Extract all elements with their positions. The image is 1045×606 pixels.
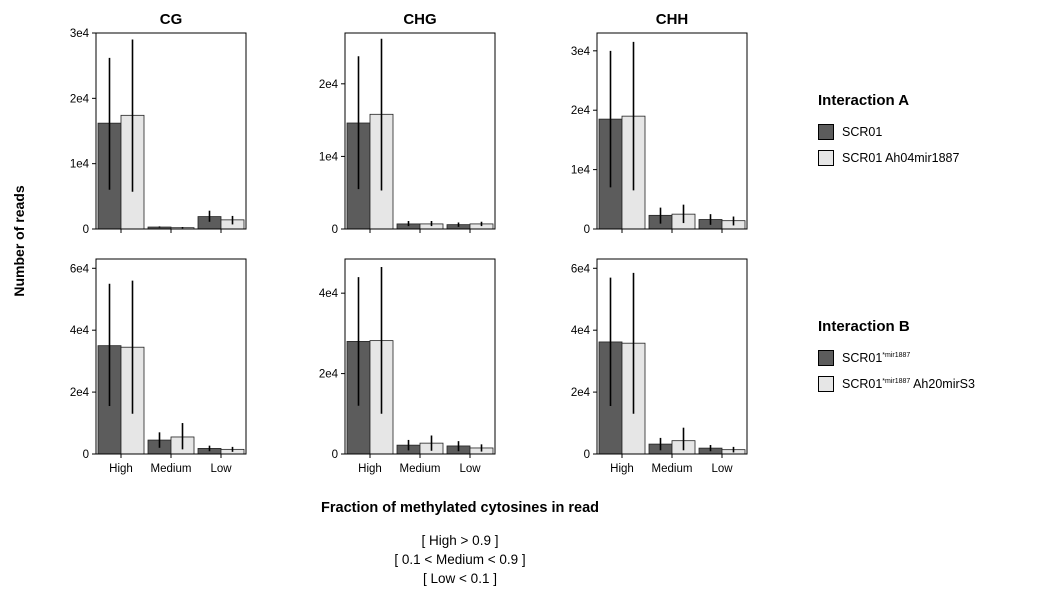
y-tick-label: 1e4 xyxy=(70,159,90,171)
x-tick-label: Medium xyxy=(400,463,441,475)
category-definitions: [ High > 0.9 ] [ 0.1 < Medium < 0.9 ] [ … xyxy=(240,531,680,588)
x-tick-label: High xyxy=(109,463,133,475)
legend-item: SCR01*mir1887 Ah20mirS3 xyxy=(818,375,1043,393)
y-tick-label: 4e4 xyxy=(571,325,591,337)
chart-panel: 0 1e4 2e4 3e4 CHH xyxy=(571,11,748,236)
y-tick-label: 0 xyxy=(332,224,338,236)
chart-panel: 0 2e4 4e4 6e4 High Medium Low xyxy=(70,258,247,475)
y-tick-label: 2e4 xyxy=(319,79,339,91)
legend-label: SCR01*mir1887 xyxy=(842,351,911,365)
chart-panel: 0 2e4 4e4 High Medium Low xyxy=(319,258,496,475)
legend-interaction-a: Interaction A SCR01 SCR01 Ah04mir1887 xyxy=(818,92,1043,175)
definition-medium: [ 0.1 < Medium < 0.9 ] xyxy=(394,552,526,567)
y-tick-label: 2e4 xyxy=(319,369,339,381)
x-tick-label: High xyxy=(358,463,382,475)
panel-title: CHH xyxy=(656,11,689,28)
legend-item: SCR01 xyxy=(818,123,1043,141)
y-tick-label: 4e4 xyxy=(319,288,339,300)
legend-label: SCR01 Ah04mir1887 xyxy=(842,151,960,165)
legend-swatch-light xyxy=(818,150,834,166)
x-tick-label: Low xyxy=(711,463,733,475)
y-tick-label: 2e4 xyxy=(571,387,591,399)
y-tick-label: 6e4 xyxy=(571,263,591,275)
x-tick-label: Low xyxy=(459,463,481,475)
y-tick-label: 0 xyxy=(332,449,338,461)
legend-label: SCR01 xyxy=(842,125,883,139)
panel-title: CHG xyxy=(403,11,436,28)
y-tick-label: 0 xyxy=(584,224,590,236)
definition-high: [ High > 0.9 ] xyxy=(421,533,499,548)
y-tick-label: 0 xyxy=(83,449,89,461)
chart-panel: 0 2e4 4e4 6e4 High Medium Low xyxy=(571,258,748,475)
y-tick-label: 3e4 xyxy=(70,28,90,40)
legend-swatch-light xyxy=(818,376,834,392)
legend-item: SCR01 Ah04mir1887 xyxy=(818,149,1043,167)
legend-title: Interaction B xyxy=(818,318,910,335)
definition-low: [ Low < 0.1 ] xyxy=(423,571,497,586)
x-tick-label: Medium xyxy=(652,463,693,475)
legend-interaction-b: Interaction B SCR01*mir1887 SCR01*mir188… xyxy=(818,318,1043,401)
chart-panel: 0 1e4 2e4 3e4 CG xyxy=(70,11,247,236)
chart-panel: 0 1e4 2e4 CHG xyxy=(319,11,496,236)
legend-title: Interaction A xyxy=(818,92,910,109)
y-tick-label: 3e4 xyxy=(571,46,591,58)
x-tick-label: Low xyxy=(210,463,232,475)
y-tick-label: 2e4 xyxy=(70,93,90,105)
legend-swatch-dark xyxy=(818,124,834,140)
y-tick-label: 1e4 xyxy=(571,165,591,177)
y-tick-label: 2e4 xyxy=(571,105,591,117)
x-tick-label: High xyxy=(610,463,634,475)
y-tick-label: 0 xyxy=(83,224,89,236)
y-tick-label: 2e4 xyxy=(70,387,90,399)
y-axis-label: Number of reads xyxy=(11,185,27,296)
y-tick-label: 0 xyxy=(584,449,590,461)
x-axis-label: Fraction of methylated cytosines in read xyxy=(321,500,599,516)
legend-swatch-dark xyxy=(818,350,834,366)
y-tick-label: 1e4 xyxy=(319,151,339,163)
y-tick-label: 4e4 xyxy=(70,325,90,337)
y-tick-label: 6e4 xyxy=(70,263,90,275)
panel-title: CG xyxy=(160,11,183,28)
legend-label: SCR01*mir1887 Ah20mirS3 xyxy=(842,377,975,391)
legend-item: SCR01*mir1887 xyxy=(818,349,1043,367)
x-tick-label: Medium xyxy=(151,463,192,475)
